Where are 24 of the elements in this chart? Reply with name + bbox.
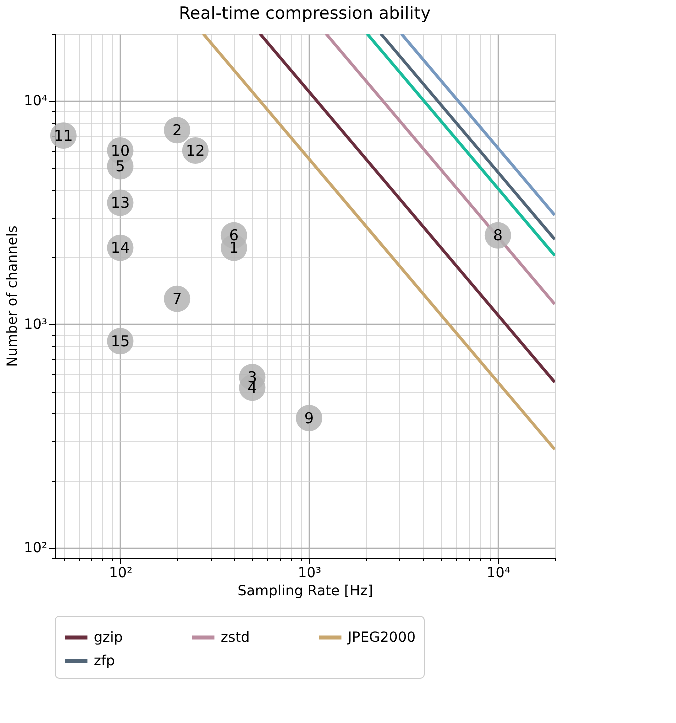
x-tick-label: 10² xyxy=(109,566,133,582)
y-axis-title: Number of channels xyxy=(5,226,22,368)
legend-label: zfp xyxy=(94,654,116,670)
x-tick-label: 10⁴ xyxy=(486,566,511,582)
legend-label: zstd xyxy=(221,630,250,646)
y-tick-label: 10² xyxy=(24,540,48,556)
annotation: 7 xyxy=(172,290,182,308)
annotation: 8 xyxy=(493,226,503,245)
annotation: 5 xyxy=(116,158,126,176)
y-tick-label: 10³ xyxy=(24,317,48,333)
x-tick-label: 10³ xyxy=(298,566,322,582)
y-tick-label: 10⁴ xyxy=(24,94,48,110)
annotation: 12 xyxy=(186,142,206,160)
annotation: 10 xyxy=(110,142,130,160)
chart-title: Real-time compression ability xyxy=(179,4,431,24)
annotation: 11 xyxy=(54,126,74,145)
legend-label: JPEG2000 xyxy=(347,630,416,646)
annotation: 2 xyxy=(172,121,182,140)
annotation: 9 xyxy=(304,409,314,428)
annotation: 14 xyxy=(110,239,130,258)
annotation: 13 xyxy=(110,194,130,212)
annotation: 15 xyxy=(110,332,130,350)
legend-label: gzip xyxy=(94,630,124,646)
x-axis-title: Sampling Rate [Hz] xyxy=(238,584,374,600)
